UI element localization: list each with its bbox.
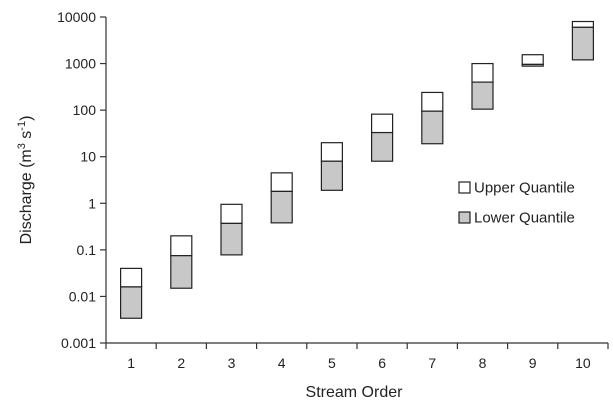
x-tick-label: 3 [228, 355, 236, 371]
upper-quantile-box [371, 113, 394, 134]
x-tick-label: 7 [428, 355, 436, 371]
lower-quantile-box [521, 63, 544, 67]
legend: Upper Quantile Lower Quantile [458, 180, 575, 227]
lower-quantile-box [270, 190, 293, 224]
y-tick-label: 0.01 [69, 288, 96, 304]
x-tick-label: 6 [378, 355, 386, 371]
x-tick-label: 5 [328, 355, 336, 371]
y-axis-label-mid: s [18, 131, 35, 143]
upper-quantile-box [571, 20, 595, 28]
axes: 0.001 0.01 0.1 1 10 100 1000 10000 1 2 3 4 5 6 7 8 9 10 [57, 9, 609, 371]
y-tick-label: 1 [88, 195, 96, 211]
upper-quantile-box [119, 267, 143, 288]
lower-quantile-box [471, 81, 494, 110]
lower-quantile-box [170, 255, 193, 289]
x-tick-label: 1 [127, 355, 135, 371]
y-tick-label: 0.001 [61, 335, 96, 351]
upper-quantile-box [471, 62, 494, 83]
lower-quantile-box [220, 222, 243, 256]
y-axis-label: Discharge (m3 s-1) [16, 116, 35, 245]
upper-quantile-box [320, 142, 343, 162]
upper-quantile-box [421, 91, 444, 112]
lower-quantile-box [119, 286, 143, 319]
legend-label: Lower Quantile [474, 210, 575, 227]
x-tick-label: 2 [177, 355, 185, 371]
y-axis-label-sup2: -1 [16, 121, 28, 131]
boxes [119, 20, 595, 319]
x-tick-label: 8 [479, 355, 487, 371]
legend-label: Upper Quantile [474, 180, 575, 197]
legend-swatch [458, 211, 471, 224]
upper-quantile-box [220, 203, 243, 224]
y-axis-label-main: Discharge (m [18, 149, 35, 244]
upper-quantile-box [521, 54, 544, 65]
y-tick-label: 100 [73, 102, 97, 118]
y-axis-label-end: ) [18, 116, 35, 121]
upper-quantile-box [170, 235, 193, 257]
lower-quantile-box [371, 131, 394, 162]
y-tick-label: 10 [80, 149, 96, 165]
y-tick-label: 0.1 [77, 242, 97, 258]
upper-quantile-box [270, 172, 293, 192]
y-tick-label: 10000 [57, 9, 96, 25]
y-axis-label-sup1: 3 [16, 143, 28, 149]
lower-quantile-box [421, 110, 444, 145]
x-tick-label: 10 [575, 355, 591, 371]
y-tick-label: 1000 [65, 56, 96, 72]
x-tick-label: 9 [529, 355, 537, 371]
x-tick-label: 4 [278, 355, 286, 371]
lower-quantile-box [571, 26, 595, 61]
lower-quantile-box [320, 160, 343, 191]
x-axis-label: Stream Order [306, 384, 404, 401]
legend-swatch [458, 181, 471, 194]
